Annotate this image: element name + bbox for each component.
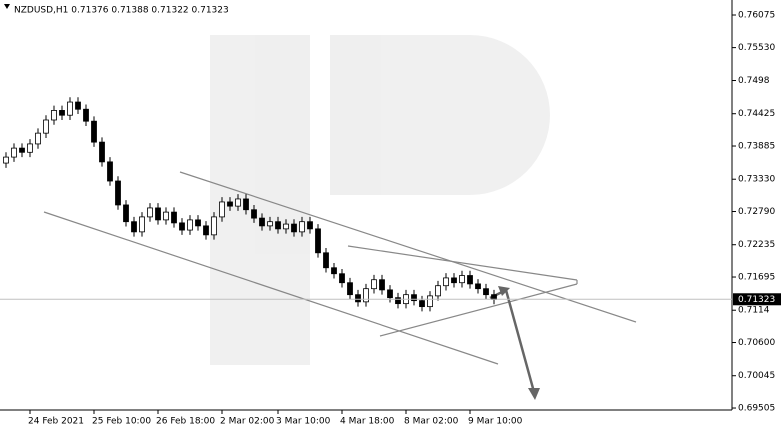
- candle-body: [187, 219, 193, 231]
- candle-body: [235, 198, 241, 207]
- candle-body: [83, 108, 89, 122]
- x-tick-label: 9 Mar 10:00: [468, 417, 523, 427]
- candle-body: [99, 141, 105, 163]
- x-tick-label: 25 Feb 10:00: [92, 417, 151, 427]
- y-tick-label: 0.73330: [738, 175, 775, 185]
- candle-body: [75, 101, 81, 110]
- candle-body: [179, 222, 185, 231]
- candle-body: [139, 216, 145, 233]
- candle-body: [387, 289, 393, 299]
- y-tick-label: 0.74425: [738, 109, 775, 119]
- last-price-label: 0.71323: [738, 295, 775, 305]
- y-tick-label: 0.71695: [738, 273, 775, 283]
- candle-body: [203, 225, 209, 236]
- x-tick-label: 26 Feb 18:00: [156, 417, 215, 427]
- x-tick-label: 4 Mar 18:00: [340, 417, 395, 427]
- candle-body: [371, 279, 377, 290]
- y-tick-label: 0.73885: [738, 142, 775, 152]
- watermark: [210, 35, 550, 365]
- candle-body: [315, 228, 321, 254]
- candle-body: [227, 201, 233, 207]
- candle-body: [355, 294, 361, 303]
- chart-title: NZDUSD,H1 0.71376 0.71388 0.71322 0.7132…: [14, 6, 229, 16]
- candle-body: [35, 132, 41, 145]
- x-tick-label: 2 Mar 02:00: [220, 417, 275, 427]
- candle-body: [115, 180, 121, 206]
- candle-body: [307, 221, 313, 230]
- candle-body: [331, 267, 337, 275]
- candle-body: [163, 211, 169, 221]
- candle-body: [51, 110, 57, 121]
- candle-body: [475, 283, 481, 290]
- symbol-icon: [4, 4, 10, 9]
- y-tick-label: 0.76075: [738, 11, 775, 21]
- candle-body: [251, 209, 257, 219]
- candle-body: [419, 300, 425, 308]
- candle-body: [131, 221, 137, 233]
- candle-body: [219, 201, 225, 218]
- candle-body: [171, 211, 177, 224]
- candle-body: [379, 279, 385, 291]
- candle-body: [211, 216, 217, 236]
- x-tick-label: 24 Feb 2021: [28, 417, 84, 427]
- candle-body: [147, 207, 153, 218]
- candle-body: [435, 285, 441, 297]
- candle-body: [283, 223, 289, 230]
- x-tick-label: 3 Mar 10:00: [276, 417, 331, 427]
- candle-body: [395, 297, 401, 305]
- candle-body: [59, 110, 65, 116]
- y-tick-label: 0.7498: [738, 76, 770, 86]
- candle-body: [267, 221, 273, 227]
- candle-body: [27, 143, 33, 153]
- candle-body: [123, 204, 129, 223]
- candle-body: [3, 156, 9, 164]
- candle-body: [259, 217, 265, 227]
- candle-body: [347, 282, 353, 296]
- candle-body: [11, 147, 17, 158]
- candle-body: [43, 119, 49, 134]
- y-tick-label: 0.69505: [738, 404, 775, 414]
- last-price-box: [733, 293, 781, 306]
- candle-body: [291, 223, 297, 233]
- x-tick-label: 8 Mar 02:00: [404, 417, 459, 427]
- y-tick-label: 0.7114: [738, 306, 770, 316]
- y-tick-label: 0.70600: [738, 338, 775, 348]
- candle-body: [243, 198, 249, 211]
- candle-body: [459, 275, 465, 284]
- candle-body: [275, 221, 281, 230]
- candle-body: [323, 252, 329, 269]
- candle-body: [19, 147, 25, 153]
- candle-body: [491, 294, 497, 300]
- candle-body: [339, 273, 345, 284]
- y-tick-label: 0.72790: [738, 207, 775, 217]
- candle-body: [299, 221, 305, 233]
- candle-body: [67, 101, 73, 116]
- candle-body: [451, 277, 457, 284]
- candle-body: [427, 295, 433, 308]
- candle-body: [107, 161, 113, 182]
- y-tick-label: 0.72235: [738, 240, 775, 250]
- candle-body: [155, 207, 161, 221]
- candle-body: [91, 120, 97, 143]
- y-tick-label: 0.75530: [738, 43, 775, 53]
- candle-body: [483, 288, 489, 296]
- candle-body: [195, 219, 201, 227]
- candle-body: [411, 294, 417, 302]
- annotations: [43, 171, 637, 365]
- y-tick-label: 0.70045: [738, 371, 775, 381]
- candle-body: [443, 277, 449, 287]
- candle-body: [363, 288, 369, 303]
- candle-body: [467, 275, 473, 285]
